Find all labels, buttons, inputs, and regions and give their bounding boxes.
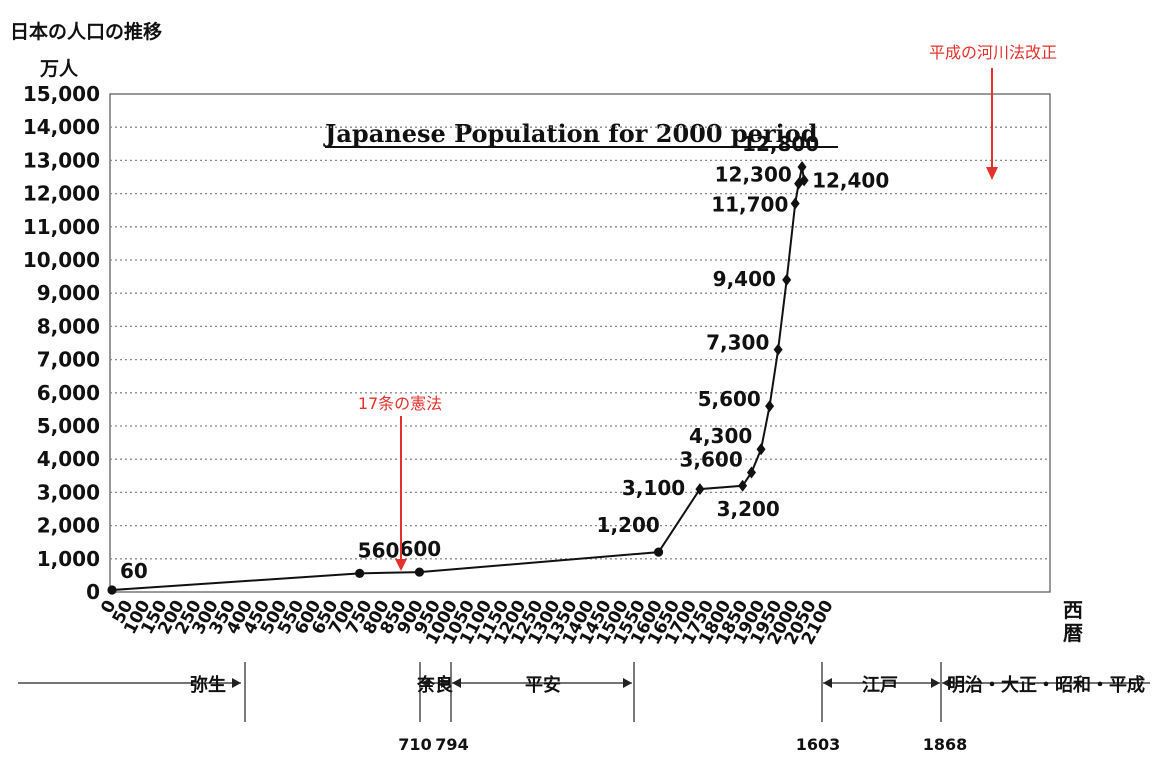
- y-axis-unit-label: 万人: [39, 58, 79, 80]
- era-label-yayoi: 弥生: [190, 674, 226, 696]
- era-arrow-head: [452, 678, 461, 688]
- plot-area: [109, 93, 1051, 593]
- data-point: [782, 273, 792, 286]
- data-point: [756, 443, 766, 456]
- data-point: [746, 466, 756, 479]
- y-tick-label: 10,000: [23, 248, 100, 272]
- annotation-17-article-constitution: 17条の憲法: [358, 394, 442, 413]
- data-point: [797, 161, 807, 174]
- data-point: [107, 585, 117, 595]
- y-tick-label: 8,000: [37, 314, 100, 338]
- y-tick-label: 12,000: [23, 182, 100, 206]
- plot-frame: [109, 93, 1051, 593]
- y-tick-label: 1,000: [37, 547, 100, 571]
- annotation-arrow-head: [986, 167, 998, 180]
- y-tick-label: 9,000: [37, 281, 100, 305]
- data-label: 3,200: [717, 497, 780, 521]
- data-point: [738, 479, 748, 492]
- chart-title: Japanese Population for 2000 period: [323, 119, 818, 148]
- data-label: 60: [120, 559, 148, 583]
- data-point: [773, 343, 783, 356]
- data-label: 12,300: [715, 163, 792, 187]
- axes: 0 1,000 2,000 3,000 4,000 5,000 6,000 7,000 8,00…: [23, 82, 1083, 648]
- data-label: 4,300: [689, 424, 752, 448]
- era-year-label: 1603: [796, 735, 841, 754]
- data-label: 600: [399, 537, 441, 561]
- chart-heading: 日本の人口の推移: [10, 20, 162, 43]
- data-label: 1,200: [597, 513, 660, 537]
- data-label: 3,100: [622, 476, 685, 500]
- data-label: 12,400: [812, 168, 889, 192]
- y-tick-label: 11,000: [23, 215, 100, 239]
- era-arrow-head: [823, 678, 832, 688]
- era-arrow-head: [232, 678, 241, 688]
- x-axis-unit-label: 西: [1063, 598, 1083, 622]
- data-label: 560: [358, 538, 400, 562]
- y-tick-label: 14,000: [23, 115, 100, 139]
- y-tick-label: 4,000: [37, 447, 100, 471]
- data-label: 7,300: [706, 331, 769, 355]
- era-timeline: 弥生 奈良 平安 江戸 明治・大正・昭和・平成 710 794 1603 1868: [18, 662, 1150, 754]
- era-arrow-head: [421, 678, 430, 688]
- data-point: [355, 568, 365, 579]
- era-label-nara: 奈良: [416, 674, 453, 696]
- era-label-heian: 平安: [525, 674, 561, 696]
- era-year-label: 1868: [923, 735, 968, 754]
- data-point: [790, 197, 800, 210]
- era-year-label: 710: [398, 735, 431, 754]
- data-point: [799, 174, 809, 187]
- data-point: [414, 567, 425, 577]
- population-line: [111, 166, 804, 592]
- y-tick-label: 2,000: [37, 514, 100, 538]
- data-label: 9,400: [713, 267, 776, 291]
- era-label-modern: 明治・大正・昭和・平成: [947, 674, 1145, 696]
- annotation-arrow-head: [395, 559, 407, 571]
- data-point: [695, 483, 705, 496]
- era-arrow-head: [441, 678, 450, 688]
- era-arrow-head: [942, 678, 951, 688]
- annotation-river-law-revision: 平成の河川法改正: [929, 43, 1057, 62]
- data-label: 11,700: [711, 193, 788, 217]
- era-year-label: 794: [435, 735, 468, 754]
- x-axis-unit-label: 暦: [1063, 621, 1083, 645]
- era-label-edo: 江戸: [862, 675, 898, 696]
- y-tick-label: 0: [86, 580, 100, 604]
- y-tick-label: 15,000: [23, 82, 100, 106]
- y-tick-label: 6,000: [37, 381, 100, 405]
- data-label: 5,600: [698, 387, 761, 411]
- y-tick-label: 5,000: [37, 414, 100, 438]
- data-series: [107, 161, 809, 595]
- era-arrow-head: [931, 678, 940, 688]
- data-point: [653, 547, 664, 557]
- data-label: 12,800: [742, 132, 819, 156]
- era-arrow-head: [623, 678, 632, 688]
- data-label: 3,600: [679, 447, 742, 471]
- y-tick-label: 7,000: [37, 348, 100, 372]
- y-tick-label: 3,000: [37, 480, 100, 504]
- data-point: [765, 400, 775, 413]
- annotations: 17条の憲法 平成の河川法改正: [358, 43, 1057, 571]
- y-tick-label: 13,000: [23, 148, 100, 172]
